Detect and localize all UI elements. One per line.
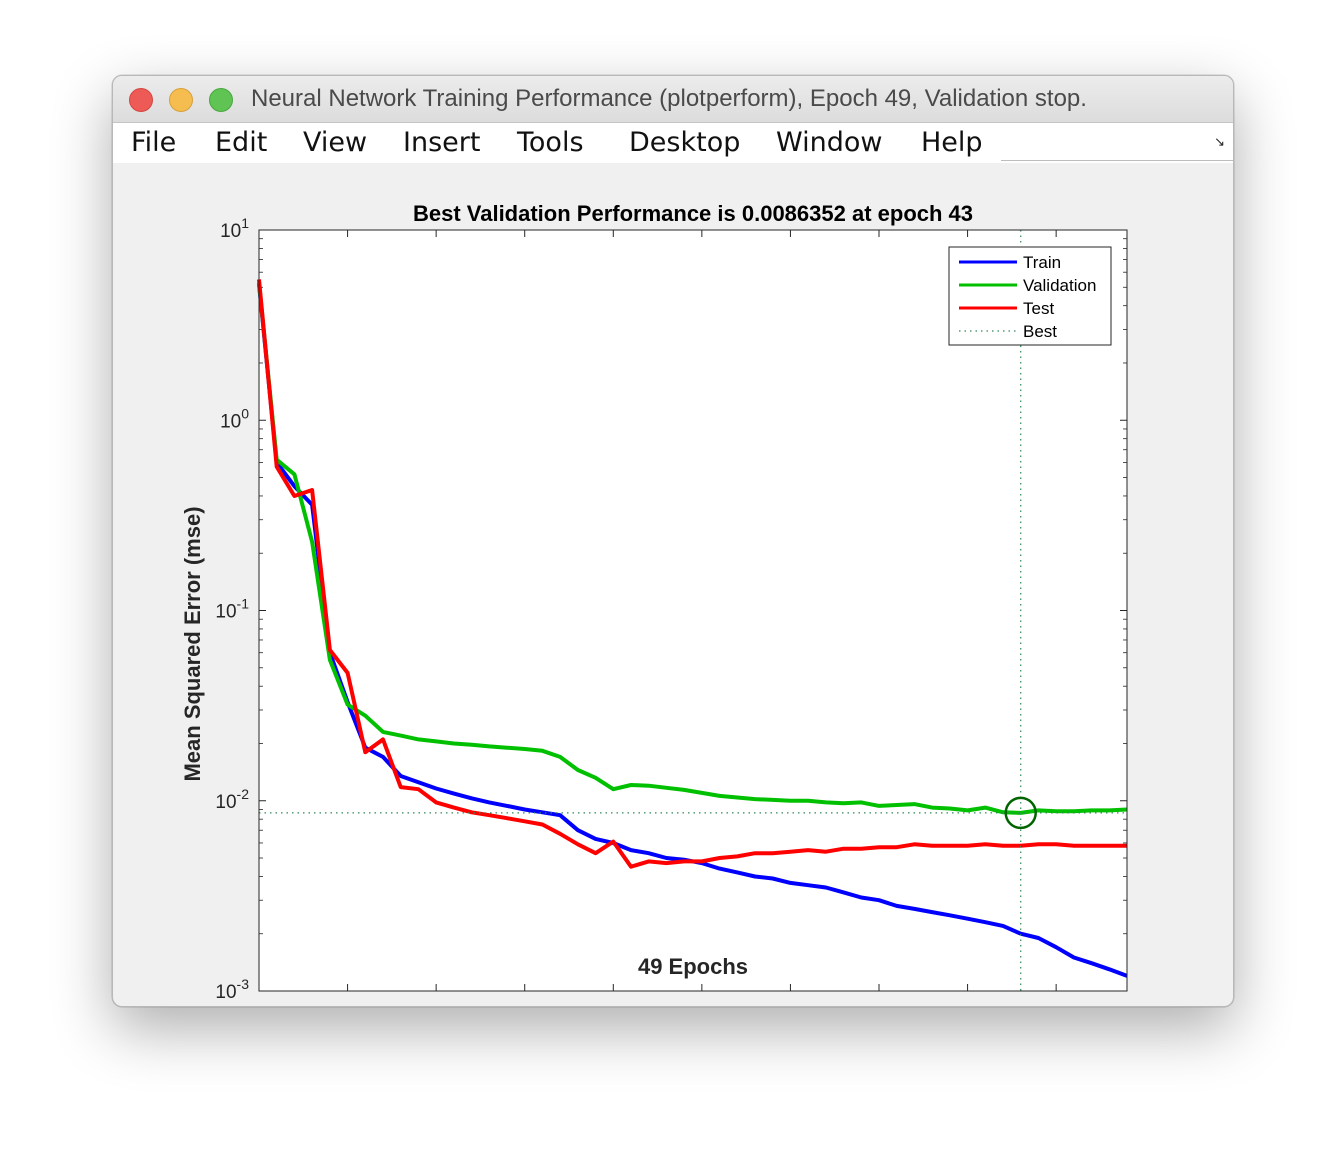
series-lines (257, 279, 1128, 978)
menu-help[interactable]: Help (921, 127, 983, 158)
x-tick-label: 35 (868, 1003, 889, 1004)
x-tick-label: 10 (426, 1003, 447, 1004)
menu-view[interactable]: View (303, 127, 368, 158)
close-button[interactable] (129, 88, 153, 112)
legend-label-validation: Validation (1023, 276, 1096, 295)
y-axis-label: Mean Squared Error (mse) (180, 506, 205, 781)
legend-label-test: Test (1023, 299, 1054, 318)
menu-bar: File Edit View Insert Tools Desktop Wind… (113, 123, 1233, 163)
zoom-button[interactable] (209, 88, 233, 112)
x-tick-label: 15 (514, 1003, 535, 1004)
y-tick-label: 10-1 (215, 596, 249, 623)
menu-tools[interactable]: Tools (517, 127, 584, 158)
best-epoch-circle (1004, 796, 1037, 830)
axes-box (258, 229, 1128, 992)
x-axis-label: 49 Epochs (638, 954, 748, 979)
y-tick-label: 101 (220, 215, 249, 242)
menu-file[interactable]: File (131, 127, 177, 158)
best-markers (259, 230, 1127, 991)
x-tick-label: 5 (342, 1003, 353, 1004)
chart-title: Best Validation Performance is 0.0086352… (413, 201, 973, 226)
x-tick-label: 30 (780, 1003, 801, 1004)
x-tick-label: 0 (254, 1003, 265, 1004)
x-tick-label: 45 (1046, 1003, 1067, 1004)
plot-area (259, 230, 1127, 991)
series-line-validation (257, 282, 1128, 815)
legend-label-best: Best (1023, 322, 1057, 341)
performance-chart: 0 5 10 15 20 25 30 35 40 45 101 100 10-1 10-2 10-3 Bes… (180, 201, 1128, 1004)
menu-desktop[interactable]: Desktop (629, 127, 741, 158)
dock-arrow-icon[interactable]: ↘ (1214, 134, 1225, 149)
legend-label-train: Train (1023, 253, 1061, 272)
menu-divider (1001, 160, 1233, 161)
y-tick-label: 10-2 (215, 786, 249, 813)
title-bar[interactable]: Neural Network Training Performance (plo… (113, 76, 1233, 123)
menu-edit[interactable]: Edit (215, 127, 268, 158)
figure-window: Neural Network Training Performance (plo… (112, 75, 1234, 1007)
axis-ticks: 0 5 10 15 20 25 30 35 40 45 101 100 10-1 10-2 10-3 (215, 215, 1127, 1004)
x-tick-label: 25 (691, 1003, 712, 1004)
menu-insert[interactable]: Insert (403, 127, 481, 158)
x-tick-label: 20 (603, 1003, 624, 1004)
y-tick-label: 10-3 (215, 976, 249, 1003)
y-tick-label: 100 (220, 405, 249, 432)
menu-window[interactable]: Window (776, 127, 883, 158)
window-title: Neural Network Training Performance (plo… (251, 85, 1087, 112)
legend: Train Validation Test Best (948, 246, 1112, 346)
series-line-test (257, 279, 1127, 869)
minimize-button[interactable] (169, 88, 193, 112)
x-tick-label: 40 (957, 1003, 978, 1004)
